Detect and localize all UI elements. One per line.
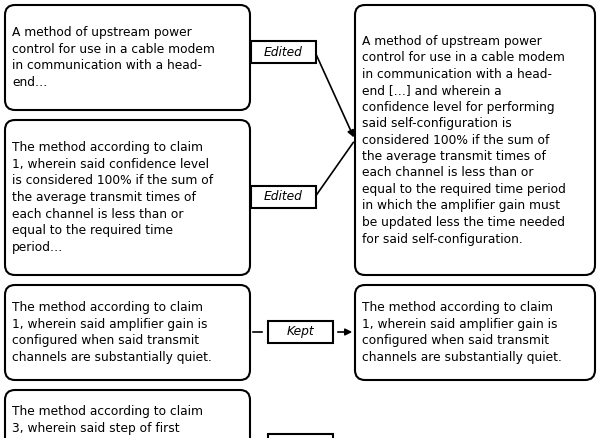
Text: A method of upstream power
control for use in a cable modem
in communication wit: A method of upstream power control for u… — [362, 35, 566, 246]
FancyBboxPatch shape — [5, 5, 250, 110]
FancyBboxPatch shape — [355, 285, 595, 380]
FancyBboxPatch shape — [268, 434, 332, 438]
FancyBboxPatch shape — [5, 285, 250, 380]
Text: The method according to claim
1, wherein said confidence level
is considered 100: The method according to claim 1, wherein… — [12, 141, 213, 254]
FancyBboxPatch shape — [5, 390, 250, 438]
Text: A method of upstream power
control for use in a cable modem
in communication wit: A method of upstream power control for u… — [12, 26, 215, 89]
Text: Edited: Edited — [263, 46, 302, 59]
FancyBboxPatch shape — [251, 41, 316, 63]
FancyBboxPatch shape — [355, 5, 595, 275]
FancyBboxPatch shape — [5, 120, 250, 275]
Text: The method according to claim
3, wherein said step of first
determining comprise: The method according to claim 3, wherein… — [12, 406, 208, 438]
Text: Kept: Kept — [286, 325, 314, 339]
Text: The method according to claim
1, wherein said amplifier gain is
configured when : The method according to claim 1, wherein… — [362, 301, 562, 364]
Text: The method according to claim
1, wherein said amplifier gain is
configured when : The method according to claim 1, wherein… — [12, 301, 212, 364]
Text: Edited: Edited — [263, 191, 302, 204]
FancyBboxPatch shape — [268, 321, 332, 343]
FancyBboxPatch shape — [251, 186, 316, 208]
